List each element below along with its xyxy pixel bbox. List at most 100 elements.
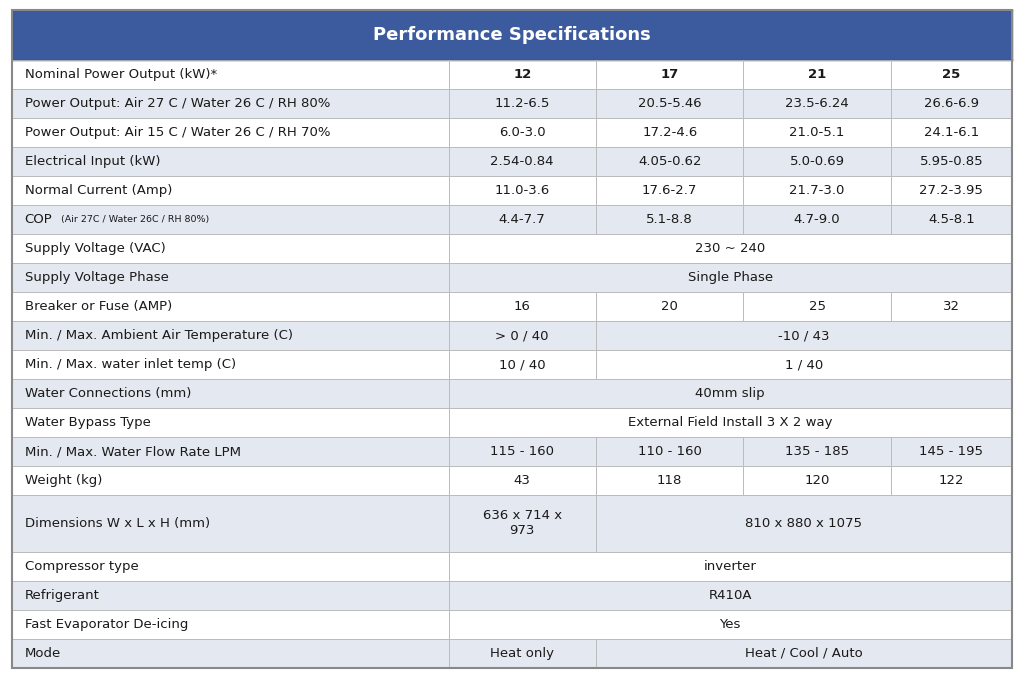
Bar bbox=[12, 60, 449, 89]
Text: 1 / 40: 1 / 40 bbox=[784, 358, 823, 371]
Bar bbox=[449, 176, 596, 205]
Bar bbox=[891, 89, 1012, 118]
Text: 21.0-5.1: 21.0-5.1 bbox=[790, 126, 845, 139]
Text: 4.7-9.0: 4.7-9.0 bbox=[794, 213, 841, 226]
Text: 810 x 880 x 1075: 810 x 880 x 1075 bbox=[745, 517, 862, 530]
Text: 25: 25 bbox=[942, 68, 961, 81]
Text: Nominal Power Output (kW)*: Nominal Power Output (kW)* bbox=[25, 68, 217, 81]
Text: 122: 122 bbox=[939, 474, 964, 487]
Bar bbox=[12, 263, 449, 292]
Text: 17.6-2.7: 17.6-2.7 bbox=[642, 184, 697, 197]
Text: 120: 120 bbox=[805, 474, 829, 487]
Bar bbox=[596, 118, 743, 147]
Bar bbox=[449, 610, 1012, 639]
Text: 16: 16 bbox=[514, 300, 530, 313]
Text: Weight (kg): Weight (kg) bbox=[25, 474, 102, 487]
Text: 6.0-3.0: 6.0-3.0 bbox=[499, 126, 546, 139]
Bar bbox=[12, 379, 449, 408]
Text: 17.2-4.6: 17.2-4.6 bbox=[642, 126, 697, 139]
Text: Dimensions W x L x H (mm): Dimensions W x L x H (mm) bbox=[25, 517, 210, 530]
Text: 21.7-3.0: 21.7-3.0 bbox=[790, 184, 845, 197]
Bar bbox=[12, 10, 1012, 60]
Bar bbox=[449, 321, 596, 350]
Text: Yes: Yes bbox=[720, 618, 740, 631]
Text: 25: 25 bbox=[809, 300, 825, 313]
Bar bbox=[743, 89, 891, 118]
Text: > 0 / 40: > 0 / 40 bbox=[496, 329, 549, 342]
Text: 4.5-8.1: 4.5-8.1 bbox=[928, 213, 975, 226]
Bar bbox=[743, 205, 891, 234]
Bar bbox=[12, 408, 449, 437]
Text: Compressor type: Compressor type bbox=[25, 560, 138, 573]
Bar bbox=[12, 176, 449, 205]
Text: 20: 20 bbox=[662, 300, 678, 313]
Text: Refrigerant: Refrigerant bbox=[25, 589, 99, 602]
Bar bbox=[449, 147, 596, 176]
Text: 43: 43 bbox=[514, 474, 530, 487]
Text: External Field Install 3 X 2 way: External Field Install 3 X 2 way bbox=[628, 416, 833, 429]
Text: 4.4-7.7: 4.4-7.7 bbox=[499, 213, 546, 226]
Text: Breaker or Fuse (AMP): Breaker or Fuse (AMP) bbox=[25, 300, 172, 313]
Bar bbox=[12, 321, 449, 350]
Text: 26.6-6.9: 26.6-6.9 bbox=[924, 97, 979, 110]
Text: 10 / 40: 10 / 40 bbox=[499, 358, 546, 371]
Bar bbox=[12, 639, 449, 668]
Bar bbox=[891, 205, 1012, 234]
Text: 5.1-8.8: 5.1-8.8 bbox=[646, 213, 693, 226]
Bar bbox=[891, 147, 1012, 176]
Text: 11.0-3.6: 11.0-3.6 bbox=[495, 184, 550, 197]
Text: Water Connections (mm): Water Connections (mm) bbox=[25, 387, 190, 400]
Text: Supply Voltage Phase: Supply Voltage Phase bbox=[25, 271, 169, 284]
Text: Water Bypass Type: Water Bypass Type bbox=[25, 416, 151, 429]
Bar bbox=[743, 147, 891, 176]
Text: 110 - 160: 110 - 160 bbox=[638, 445, 701, 458]
Bar bbox=[449, 495, 596, 552]
Bar bbox=[449, 408, 1012, 437]
Text: Min. / Max. water inlet temp (C): Min. / Max. water inlet temp (C) bbox=[25, 358, 236, 371]
Bar bbox=[891, 292, 1012, 321]
Bar bbox=[891, 176, 1012, 205]
Text: COP: COP bbox=[25, 213, 52, 226]
Bar bbox=[891, 60, 1012, 89]
Bar bbox=[596, 60, 743, 89]
Bar bbox=[596, 176, 743, 205]
Bar bbox=[596, 437, 743, 466]
Text: 115 - 160: 115 - 160 bbox=[490, 445, 554, 458]
Bar bbox=[12, 495, 449, 552]
Bar bbox=[12, 552, 449, 581]
Bar bbox=[891, 118, 1012, 147]
Bar bbox=[743, 176, 891, 205]
Bar bbox=[596, 292, 743, 321]
Text: 636 x 714 x
973: 636 x 714 x 973 bbox=[482, 509, 562, 538]
Text: 135 - 185: 135 - 185 bbox=[785, 445, 849, 458]
Text: Mode: Mode bbox=[25, 647, 60, 660]
Bar bbox=[449, 205, 596, 234]
Text: 11.2-6.5: 11.2-6.5 bbox=[495, 97, 550, 110]
Bar bbox=[596, 321, 1012, 350]
Bar bbox=[449, 350, 596, 379]
Text: Power Output: Air 27 C / Water 26 C / RH 80%: Power Output: Air 27 C / Water 26 C / RH… bbox=[25, 97, 330, 110]
Text: 118: 118 bbox=[657, 474, 682, 487]
Bar bbox=[596, 205, 743, 234]
Bar bbox=[449, 89, 596, 118]
Bar bbox=[12, 350, 449, 379]
Text: 32: 32 bbox=[943, 300, 959, 313]
Bar bbox=[891, 466, 1012, 495]
Text: 17: 17 bbox=[660, 68, 679, 81]
Text: Min. / Max. Ambient Air Temperature (C): Min. / Max. Ambient Air Temperature (C) bbox=[25, 329, 293, 342]
Text: 5.0-0.69: 5.0-0.69 bbox=[790, 155, 845, 168]
Text: 23.5-6.24: 23.5-6.24 bbox=[785, 97, 849, 110]
Text: 27.2-3.95: 27.2-3.95 bbox=[920, 184, 983, 197]
Bar bbox=[449, 60, 596, 89]
Text: 12: 12 bbox=[513, 68, 531, 81]
Text: 4.05-0.62: 4.05-0.62 bbox=[638, 155, 701, 168]
Text: R410A: R410A bbox=[709, 589, 752, 602]
Bar bbox=[449, 292, 596, 321]
Bar bbox=[449, 437, 596, 466]
Text: Min. / Max. Water Flow Rate LPM: Min. / Max. Water Flow Rate LPM bbox=[25, 445, 241, 458]
Bar bbox=[449, 466, 596, 495]
Text: -10 / 43: -10 / 43 bbox=[778, 329, 829, 342]
Text: Fast Evaporator De-icing: Fast Evaporator De-icing bbox=[25, 618, 188, 631]
Bar bbox=[12, 234, 449, 263]
Bar bbox=[12, 205, 449, 234]
